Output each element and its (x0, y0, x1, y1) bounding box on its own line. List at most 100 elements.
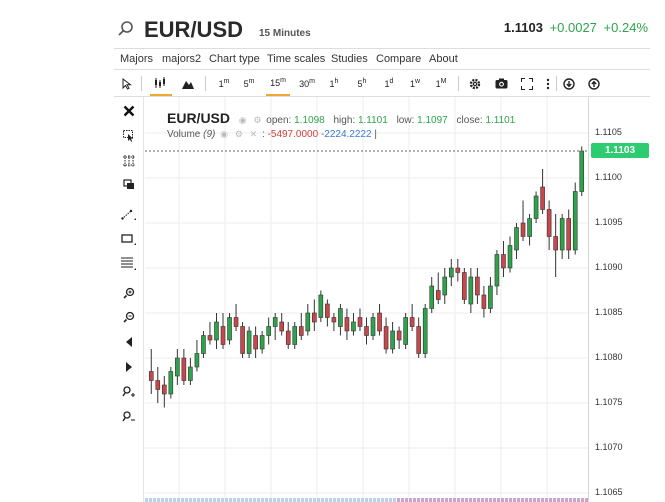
chart-panel[interactable]: EUR/USD ◉ ⚙ open: 1.1098 high: 1.1101 lo… (145, 97, 588, 502)
volume-bar (385, 498, 388, 502)
period-1w-button[interactable]: 1w (409, 78, 421, 89)
scroll-left-icon[interactable] (118, 332, 140, 352)
fibonacci-icon[interactable] (118, 254, 140, 274)
volume-bar (305, 498, 308, 502)
menu-chart-type[interactable]: Chart type (209, 53, 260, 65)
menu-compare[interactable]: Compare (376, 53, 422, 65)
volume-bar (421, 498, 424, 502)
candle-body (370, 317, 376, 336)
candle-body (364, 326, 369, 336)
candle-body (435, 290, 441, 300)
volume-bar (581, 498, 584, 502)
copy-icon[interactable] (118, 175, 140, 195)
price-axis[interactable]: 1.1103 1.1105 1.1100 1.1095 1.1090 1.1085 1.1… (588, 97, 650, 502)
volume-bar (445, 498, 448, 502)
legend-symbol: EUR/USD (167, 110, 231, 126)
candle-body (162, 384, 167, 395)
volume-eye-icon[interactable]: ◉ (220, 129, 229, 139)
period-5m-button[interactable]: 5m (243, 78, 255, 89)
rectangle-icon[interactable] (118, 230, 140, 250)
cursor-icon[interactable] (118, 126, 140, 146)
volume-gear-icon[interactable]: ⚙ (234, 129, 243, 139)
candle-body (514, 227, 519, 251)
eye-icon[interactable]: ◉ (238, 115, 247, 125)
volume-bar (509, 498, 512, 502)
volume-bar (417, 498, 420, 502)
menu-majors[interactable]: Majors (120, 53, 154, 65)
more-options-icon[interactable] (542, 71, 554, 96)
menu-studies[interactable]: Studies (331, 53, 368, 65)
candle-body (442, 276, 448, 296)
period-5h-button[interactable]: 5h (357, 78, 367, 89)
volume-bar (297, 498, 300, 502)
volume-legend: Volume (9) ◉ ⚙ ✕ : -5497.0000 -2224.2222… (167, 129, 377, 140)
volume-bar (521, 498, 524, 502)
trendline-icon[interactable] (118, 205, 140, 225)
volume-bar (257, 498, 260, 502)
period-1h-button[interactable]: 1h (329, 78, 339, 89)
search-icon[interactable] (117, 20, 135, 38)
period-15m-button[interactable]: 15m (266, 71, 290, 96)
period-1M-button[interactable]: 1M (435, 78, 447, 89)
candle-body (259, 335, 265, 350)
close-icon[interactable] (118, 101, 140, 121)
y-tick-label: 1.1105 (595, 127, 622, 137)
fullscreen-icon[interactable] (519, 71, 535, 96)
candlestick-chart[interactable] (145, 97, 588, 502)
download-icon[interactable] (561, 71, 577, 96)
menu-majors2[interactable]: majors2 (162, 53, 202, 65)
volume-bar (489, 498, 492, 502)
volume-bar (473, 498, 476, 502)
volume-close-icon[interactable]: ✕ (249, 129, 258, 139)
candle-body (214, 321, 219, 341)
period-1m-button[interactable]: 1m (218, 78, 230, 89)
zoom-in-time-icon[interactable] (118, 382, 140, 402)
volume-bar (249, 498, 252, 502)
volume-bar (405, 498, 408, 502)
quote-summary: 1.1103 +0.0027 +0.24% (504, 20, 648, 35)
volume-bar (441, 498, 444, 502)
zoom-out-time-icon[interactable] (118, 407, 140, 427)
scroll-right-icon[interactable] (118, 357, 140, 377)
candle-body (246, 330, 252, 354)
y-tick-label: 1.1080 (595, 352, 623, 362)
candle-body (181, 357, 187, 381)
volume-bar (377, 498, 380, 502)
volume-bar (301, 498, 304, 502)
volume-bar (457, 498, 460, 502)
crosshair-icon[interactable] (118, 151, 140, 171)
last-price-tag: 1.1103 (591, 143, 649, 158)
volume-bar (341, 498, 344, 502)
period-1d-button[interactable]: 1d (384, 78, 394, 89)
zoom-in-icon[interactable] (118, 283, 140, 303)
interval-label: 15 Minutes (259, 28, 311, 39)
volume-bar (277, 498, 280, 502)
settings-gear-icon[interactable] (467, 71, 483, 96)
upload-icon[interactable] (586, 71, 602, 96)
zoom-out-icon[interactable] (118, 307, 140, 327)
volume-bar (173, 498, 176, 502)
volume-bar (209, 498, 212, 502)
candle-body (468, 276, 474, 305)
gear-icon[interactable]: ⚙ (253, 115, 262, 125)
volume-bar (193, 498, 196, 502)
menu-time-scales[interactable]: Time scales (267, 53, 326, 65)
volume-bar (505, 498, 508, 502)
volume-bar (325, 498, 328, 502)
candlestick-chart-icon[interactable] (150, 71, 172, 96)
mountain-chart-icon[interactable] (180, 71, 196, 96)
camera-icon[interactable] (493, 71, 509, 96)
candle-body (390, 330, 395, 350)
period-30m-button[interactable]: 30m (299, 78, 315, 89)
volume-bar (273, 498, 276, 502)
menu-about[interactable]: About (429, 53, 458, 65)
volume-bar (201, 498, 204, 502)
candle-body (553, 236, 558, 251)
y-tick-label: 1.1100 (595, 172, 622, 182)
candle-body (240, 326, 245, 354)
symbol-title[interactable]: EUR/USD (144, 17, 244, 42)
volume-bar (365, 498, 368, 502)
candle-body (266, 326, 271, 336)
menu-bar: Majors majors2 Chart type Time scales St… (114, 48, 650, 70)
pointer-icon[interactable] (120, 71, 134, 96)
